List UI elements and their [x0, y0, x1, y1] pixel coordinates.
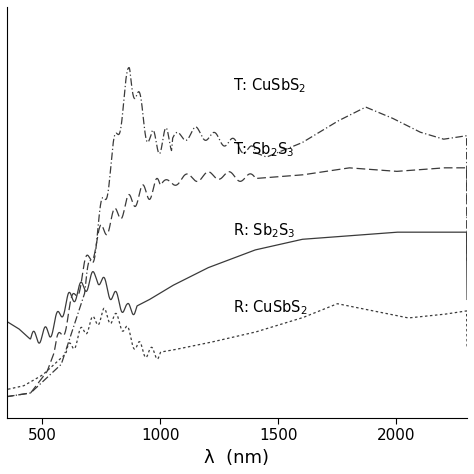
Text: T: Sb$_2$S$_3$: T: Sb$_2$S$_3$ — [234, 141, 295, 159]
Text: T: CuSbS$_2$: T: CuSbS$_2$ — [234, 76, 307, 95]
Text: R: Sb$_2$S$_3$: R: Sb$_2$S$_3$ — [234, 221, 296, 240]
Text: R: CuSbS$_2$: R: CuSbS$_2$ — [234, 298, 308, 317]
X-axis label: λ  (nm): λ (nm) — [204, 449, 270, 467]
